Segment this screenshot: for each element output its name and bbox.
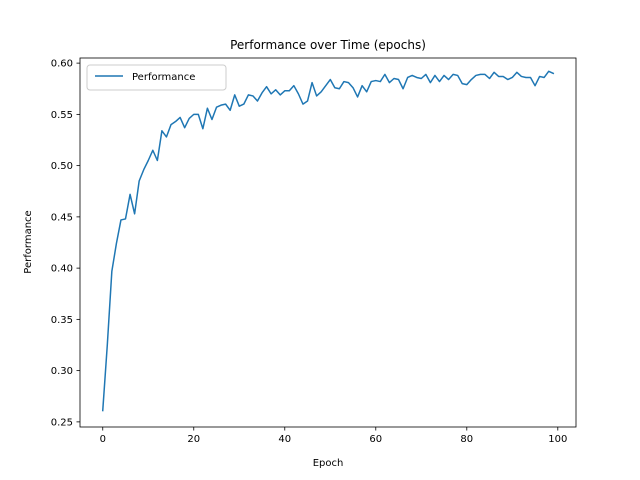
y-axis-label: Performance [23, 210, 34, 273]
series-line-performance [101, 70, 555, 412]
y-tick-label: 0.40 [51, 264, 73, 275]
x-tick-label: 80 [460, 434, 473, 445]
y-tick-label: 0.50 [51, 161, 73, 172]
x-axis-label: Epoch [313, 458, 344, 469]
y-tick-label: 0.35 [51, 315, 73, 326]
y-tick-label: 0.55 [51, 110, 73, 121]
series-layer [101, 70, 555, 412]
y-axis-ticks: 0.25 0.30 0.35 0.40 0.45 0.50 0.55 0.60 [51, 59, 80, 428]
x-axis-ticks: 0 20 40 60 80 100 [100, 427, 567, 445]
x-tick-label: 0 [100, 434, 106, 445]
legend-box [86, 64, 227, 91]
legend-label-performance: Performance [132, 72, 195, 83]
x-tick-label: 60 [369, 434, 382, 445]
x-tick-label: 40 [278, 434, 291, 445]
x-tick-label: 20 [187, 434, 200, 445]
legend: Performance [86, 64, 227, 91]
chart-title: Performance over Time (epochs) [230, 38, 426, 52]
y-tick-label: 0.45 [51, 212, 73, 223]
plot-frame [79, 57, 577, 428]
y-tick-label: 0.60 [51, 59, 73, 70]
x-tick-label: 100 [548, 434, 567, 445]
y-tick-label: 0.25 [51, 417, 73, 428]
y-tick-label: 0.30 [51, 366, 73, 377]
